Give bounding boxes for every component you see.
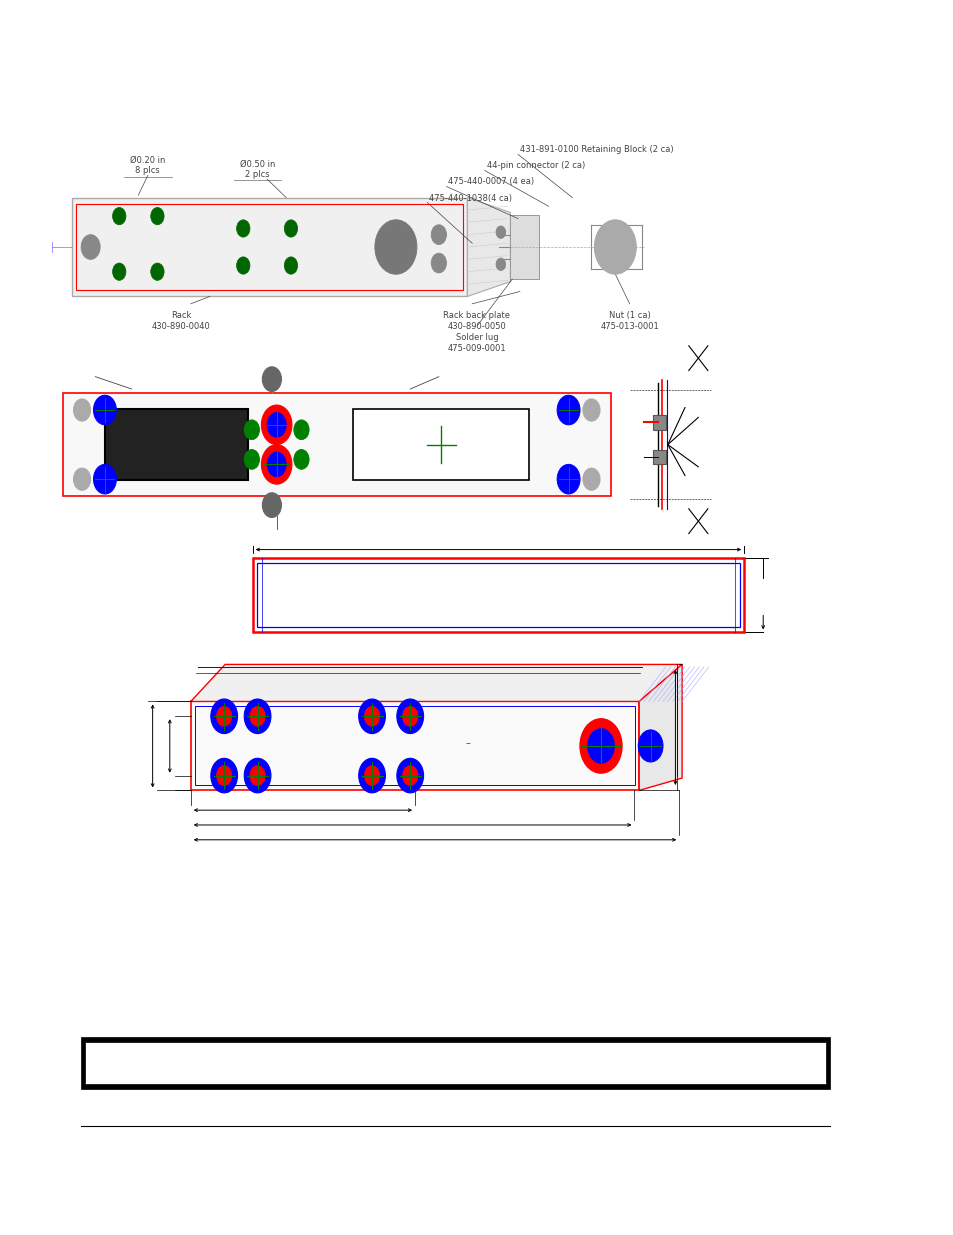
- Polygon shape: [191, 664, 681, 701]
- Circle shape: [81, 235, 100, 259]
- Circle shape: [211, 758, 237, 793]
- Text: –: –: [464, 739, 470, 748]
- Circle shape: [364, 766, 379, 785]
- Circle shape: [396, 699, 423, 734]
- Circle shape: [244, 758, 271, 793]
- Circle shape: [211, 699, 237, 734]
- Circle shape: [496, 226, 505, 238]
- FancyBboxPatch shape: [105, 409, 248, 480]
- Circle shape: [267, 412, 286, 437]
- Circle shape: [402, 766, 417, 785]
- Text: Solder lug
475-009-0001: Solder lug 475-009-0001: [447, 333, 506, 353]
- Circle shape: [93, 395, 116, 425]
- Text: Nut (1 ca)
475-013-0001: Nut (1 ca) 475-013-0001: [599, 311, 659, 331]
- Circle shape: [73, 399, 91, 421]
- Circle shape: [261, 405, 292, 445]
- FancyBboxPatch shape: [81, 1037, 829, 1089]
- FancyBboxPatch shape: [253, 558, 743, 632]
- Text: 44-pin connector (2 ca): 44-pin connector (2 ca): [486, 162, 584, 170]
- Circle shape: [216, 766, 232, 785]
- Circle shape: [236, 257, 250, 274]
- Circle shape: [112, 207, 126, 225]
- Circle shape: [358, 699, 385, 734]
- FancyBboxPatch shape: [510, 215, 538, 279]
- FancyBboxPatch shape: [653, 450, 665, 464]
- Text: 475-440-0007 (4 ea): 475-440-0007 (4 ea): [448, 178, 534, 186]
- FancyBboxPatch shape: [63, 393, 610, 496]
- Circle shape: [261, 445, 292, 484]
- Circle shape: [151, 263, 164, 280]
- Text: Ø0.20 in
8 plcs: Ø0.20 in 8 plcs: [130, 156, 166, 175]
- Circle shape: [579, 719, 621, 773]
- Circle shape: [638, 730, 662, 762]
- FancyBboxPatch shape: [85, 1042, 825, 1084]
- Circle shape: [236, 220, 250, 237]
- Text: Rack
430-890-0040: Rack 430-890-0040: [152, 311, 211, 331]
- Circle shape: [294, 420, 309, 440]
- Circle shape: [431, 225, 446, 245]
- Text: 431-891-0100 Retaining Block (2 ca): 431-891-0100 Retaining Block (2 ca): [519, 146, 673, 154]
- Polygon shape: [467, 198, 510, 296]
- Circle shape: [582, 468, 599, 490]
- Circle shape: [112, 263, 126, 280]
- Circle shape: [250, 706, 265, 726]
- FancyBboxPatch shape: [607, 225, 622, 269]
- Circle shape: [594, 220, 636, 274]
- FancyBboxPatch shape: [353, 409, 529, 480]
- Text: Rack back plate
430-890-0050: Rack back plate 430-890-0050: [443, 311, 510, 331]
- Text: Ø0.50 in
2 plcs: Ø0.50 in 2 plcs: [239, 159, 275, 179]
- Circle shape: [244, 450, 259, 469]
- Circle shape: [587, 729, 614, 763]
- Circle shape: [262, 493, 281, 517]
- Circle shape: [284, 220, 297, 237]
- Circle shape: [151, 207, 164, 225]
- Circle shape: [358, 758, 385, 793]
- FancyBboxPatch shape: [653, 415, 665, 430]
- Circle shape: [216, 706, 232, 726]
- Circle shape: [496, 258, 505, 270]
- Circle shape: [557, 395, 579, 425]
- Circle shape: [364, 706, 379, 726]
- Polygon shape: [639, 664, 681, 790]
- Circle shape: [73, 468, 91, 490]
- Circle shape: [262, 367, 281, 391]
- Circle shape: [603, 232, 626, 262]
- Circle shape: [375, 220, 416, 274]
- Circle shape: [244, 699, 271, 734]
- Circle shape: [582, 399, 599, 421]
- Circle shape: [93, 464, 116, 494]
- FancyBboxPatch shape: [71, 198, 467, 296]
- Circle shape: [294, 450, 309, 469]
- Circle shape: [284, 257, 297, 274]
- Circle shape: [244, 420, 259, 440]
- Circle shape: [557, 464, 579, 494]
- Text: 475-440-1038(4 ca): 475-440-1038(4 ca): [429, 194, 512, 203]
- FancyBboxPatch shape: [191, 701, 639, 790]
- Circle shape: [431, 253, 446, 273]
- Circle shape: [267, 452, 286, 477]
- Circle shape: [250, 766, 265, 785]
- Circle shape: [396, 758, 423, 793]
- Circle shape: [402, 706, 417, 726]
